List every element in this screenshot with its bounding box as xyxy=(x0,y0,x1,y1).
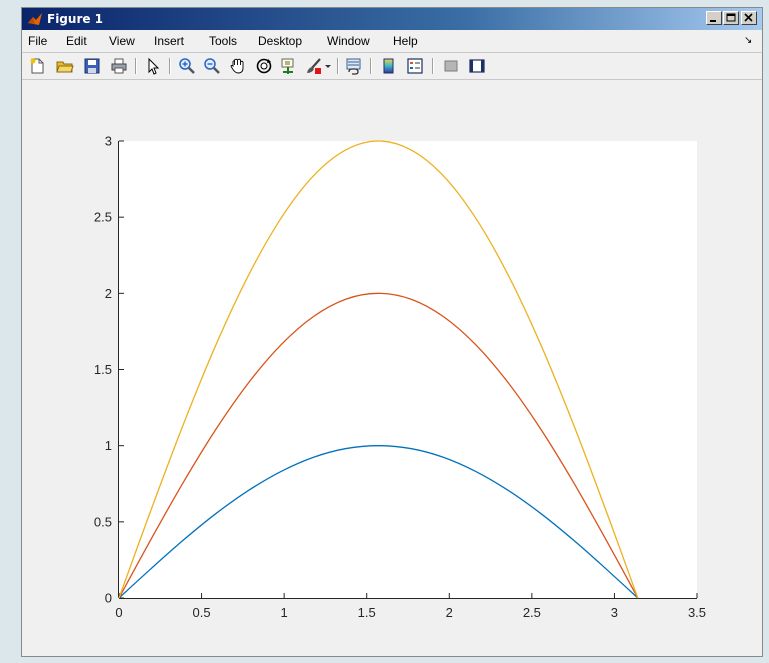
menu-desktop[interactable]: Desktop xyxy=(258,34,303,48)
print-button[interactable] xyxy=(110,57,128,75)
series-line-1[interactable] xyxy=(118,445,639,599)
toolbar-separator xyxy=(337,58,339,74)
menu-insert[interactable]: Insert xyxy=(154,34,185,48)
menu-help[interactable]: Help xyxy=(393,34,418,48)
save-button[interactable] xyxy=(83,57,101,75)
x-tick-label: 0.5 xyxy=(193,605,211,620)
axes-background[interactable] xyxy=(119,141,697,598)
show-plot-tools-icon xyxy=(469,59,485,73)
line-plot[interactable]: 0 0.5 1 1.5 2 2.5 3 3.5 0 0.5 1 1.5 2 2.5 3 xyxy=(22,80,762,658)
window-title: Figure 1 xyxy=(47,12,104,26)
legend-icon xyxy=(407,58,423,74)
new-figure-icon xyxy=(30,58,44,74)
brush-icon xyxy=(307,58,321,74)
toolbar-separator xyxy=(169,58,171,74)
edit-plot-button[interactable] xyxy=(144,57,162,75)
link-plot-icon xyxy=(346,58,361,75)
minimize-icon xyxy=(710,20,716,22)
pan-button[interactable] xyxy=(229,57,247,75)
title-bar[interactable]: Figure 1 xyxy=(22,8,762,30)
insert-legend-button[interactable] xyxy=(406,57,424,75)
edit-plot-pointer-icon xyxy=(148,57,160,75)
x-tick-label: 1.5 xyxy=(358,605,376,620)
close-icon xyxy=(744,13,753,22)
y-tick-label: 2 xyxy=(105,286,112,301)
x-tick-label: 3 xyxy=(611,605,618,620)
y-tick-label: 2.5 xyxy=(94,210,112,225)
zoom-out-icon xyxy=(204,58,220,74)
y-tick-label: 3 xyxy=(105,134,112,149)
colorbar-icon xyxy=(383,58,394,74)
save-icon xyxy=(84,58,100,74)
x-tick-label: 2 xyxy=(446,605,453,620)
menu-file[interactable]: File xyxy=(28,34,48,48)
toolbar-separator xyxy=(432,58,434,74)
close-button[interactable] xyxy=(741,11,757,25)
data-cursor-button[interactable] xyxy=(280,57,298,75)
menu-edit[interactable]: Edit xyxy=(66,34,87,48)
menu-view[interactable]: View xyxy=(109,34,135,48)
insert-colorbar-button[interactable] xyxy=(380,57,398,75)
y-tick-label: 1 xyxy=(105,438,112,453)
series-line-2[interactable] xyxy=(118,292,639,599)
x-tick-label: 3.5 xyxy=(688,605,706,620)
rotate-3d-icon xyxy=(256,58,272,74)
matlab-logo-icon xyxy=(28,13,42,25)
minimize-button[interactable] xyxy=(706,11,722,25)
zoom-in-button[interactable] xyxy=(178,57,196,75)
x-tick-label: 1 xyxy=(281,605,288,620)
new-figure-button[interactable] xyxy=(28,57,46,75)
brush-dropdown[interactable] xyxy=(324,57,332,75)
hide-plot-tools-icon xyxy=(444,60,458,72)
menu-bar: File Edit View Insert Tools Desktop Wind… xyxy=(22,30,762,52)
series-line-3[interactable] xyxy=(118,140,639,599)
brush-button[interactable] xyxy=(305,57,323,75)
toolbar-separator xyxy=(370,58,372,74)
print-icon xyxy=(111,58,127,74)
open-file-icon xyxy=(56,61,74,73)
zoom-out-button[interactable] xyxy=(203,57,221,75)
rotate-3d-button[interactable] xyxy=(255,57,273,75)
y-tick-label: 1.5 xyxy=(94,362,112,377)
show-plot-tools-button[interactable] xyxy=(468,57,486,75)
toolbar-separator xyxy=(135,58,137,74)
maximize-icon xyxy=(726,13,736,22)
x-tick-label: 2.5 xyxy=(523,605,541,620)
maximize-button[interactable] xyxy=(723,11,739,25)
zoom-in-icon xyxy=(179,58,195,74)
data-cursor-icon xyxy=(281,58,294,74)
link-plot-button[interactable] xyxy=(345,57,363,75)
y-tick-label: 0.5 xyxy=(94,514,112,529)
chevron-down-icon xyxy=(325,65,331,68)
figure-toolbar xyxy=(22,52,762,80)
menu-tools[interactable]: Tools xyxy=(209,34,238,48)
open-file-button[interactable] xyxy=(56,57,74,75)
menu-window[interactable]: Window xyxy=(327,34,370,48)
figure-canvas: 0 0.5 1 1.5 2 2.5 3 3.5 0 0.5 1 1.5 2 2.5 3 xyxy=(22,80,762,658)
hide-plot-tools-button[interactable] xyxy=(442,57,460,75)
figure-window: Figure 1 File Edit View Insert Tools Des… xyxy=(21,7,763,657)
dock-figure-icon[interactable]: ↘ xyxy=(744,35,753,46)
x-tick-label: 0 xyxy=(115,605,122,620)
y-tick-label: 0 xyxy=(105,591,112,606)
pan-hand-icon xyxy=(230,58,244,74)
